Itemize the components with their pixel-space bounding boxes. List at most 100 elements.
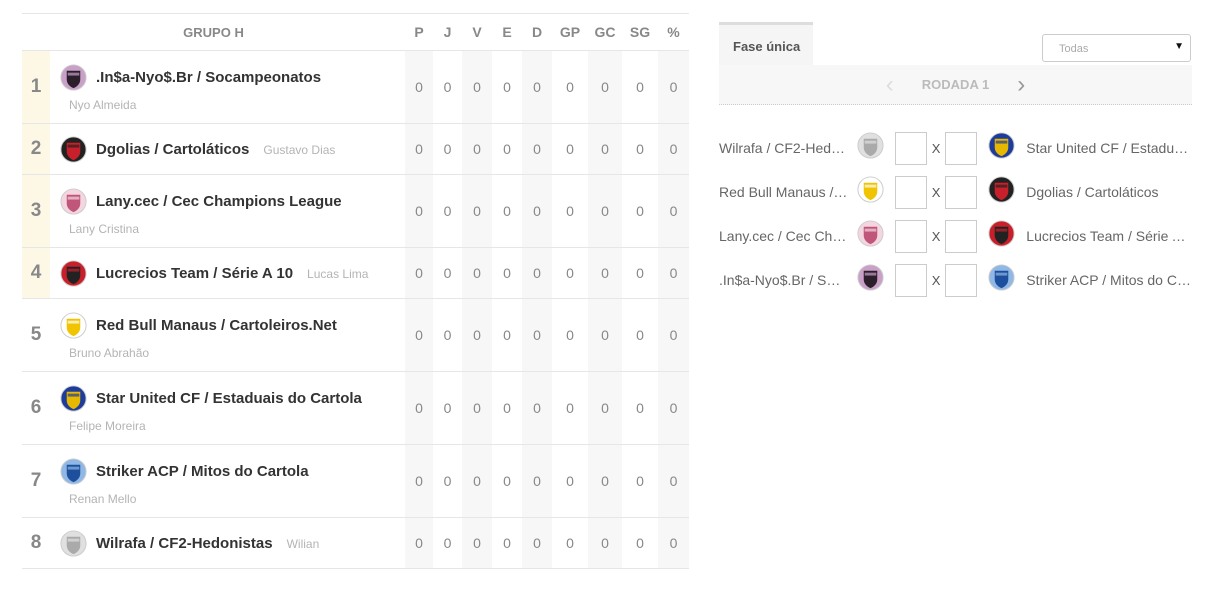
column-header: V xyxy=(472,24,482,40)
away-score-input[interactable] xyxy=(945,219,978,253)
stat-cell: 0 xyxy=(566,265,574,281)
stat-cell: 0 xyxy=(658,299,689,371)
table-row[interactable]: 3 Lany.cec / Cec Champions League Lany Cr… xyxy=(22,175,689,248)
owner-name: Nyo Almeida xyxy=(69,98,137,112)
away-team[interactable]: Lucrecios Team / Série A 10 xyxy=(1026,228,1192,244)
owner-name: Renan Mello xyxy=(69,492,137,506)
stat-cell: 0 xyxy=(522,518,552,568)
versus-separator: X xyxy=(931,184,941,200)
stat-cell: 0 xyxy=(658,445,689,517)
match-row: Red Bull Manaus / Cartoleiros.Net X Dgol… xyxy=(719,170,1192,214)
home-team[interactable]: Lany.cec / Cec Champions League xyxy=(719,228,848,244)
stat-cell: 0 xyxy=(405,518,433,568)
stat-cell: 0 xyxy=(658,51,689,123)
stat-cell: 0 xyxy=(522,248,552,298)
stat-cell: 0 xyxy=(405,124,433,174)
table-row[interactable]: 6 Star United CF / Estaduais do Cartola F… xyxy=(22,372,689,445)
chevron-right-icon[interactable]: › xyxy=(1017,70,1026,98)
stat-cell: 0 xyxy=(462,299,492,371)
stat-cell: 0 xyxy=(588,299,622,371)
team-name[interactable]: Dgolias / Cartoláticos xyxy=(96,141,250,158)
stat-cell: 0 xyxy=(503,265,511,281)
stat-cell: 0 xyxy=(503,203,511,219)
team-crest-icon xyxy=(60,530,87,557)
team-crest-icon xyxy=(60,458,87,485)
team-crest-icon xyxy=(857,264,884,291)
team-name[interactable]: Star United CF / Estaduais do Cartola xyxy=(96,390,362,407)
select-value: Todas xyxy=(1059,43,1089,55)
owner-name: Wilian xyxy=(286,536,320,551)
team-name[interactable]: Wilrafa / CF2-Hedonistas xyxy=(96,535,273,552)
chevron-left-icon[interactable]: ‹ xyxy=(885,70,894,98)
team-name[interactable]: Striker ACP / Mitos do Cartola xyxy=(96,463,309,480)
home-team[interactable]: Wilrafa / CF2-Hedonistas xyxy=(719,140,848,156)
rank: 8 xyxy=(30,532,42,553)
standings-table: GRUPO H P J V E D GP GC SG% 1 .In$a-Nyo$.Br / S… xyxy=(22,13,689,569)
rank: 6 xyxy=(30,397,42,418)
rank: 3 xyxy=(22,175,50,247)
home-score-input[interactable] xyxy=(894,175,927,209)
match-row: Lany.cec / Cec Champions League X Lucrec… xyxy=(719,214,1192,258)
stat-cell: 0 xyxy=(405,445,433,517)
stat-cell: 0 xyxy=(658,175,689,247)
team-name[interactable]: Red Bull Manaus / Cartoleiros.Net xyxy=(96,317,337,334)
match-row: .In$a-Nyo$.Br / Socampeonatos X Striker … xyxy=(719,258,1192,302)
owner-name: Lany Cristina xyxy=(69,222,140,236)
stat-cell: 0 xyxy=(503,535,511,551)
away-score-input[interactable] xyxy=(945,263,978,297)
stat-cell: 0 xyxy=(503,473,511,489)
stat-cell: 0 xyxy=(443,327,452,343)
rank: 2 xyxy=(22,124,50,174)
stat-cell: 0 xyxy=(405,372,433,444)
stat-cell: 0 xyxy=(443,400,452,416)
stat-cell: 0 xyxy=(462,51,492,123)
team-crest-icon xyxy=(988,220,1015,247)
rank: 4 xyxy=(22,248,50,298)
stat-cell: 0 xyxy=(405,175,433,247)
owner-name: Felipe Moreira xyxy=(69,419,146,433)
stat-cell: 0 xyxy=(566,203,574,219)
home-team[interactable]: Red Bull Manaus / Cartoleiros.Net xyxy=(719,184,848,200)
table-header: GRUPO H P J V E D GP GC SG% xyxy=(22,14,689,51)
owner-name: Bruno Abrahão xyxy=(69,346,150,360)
team-name[interactable]: .In$a-Nyo$.Br / Socampeonatos xyxy=(96,69,322,86)
stat-cell: 0 xyxy=(443,265,452,281)
stat-cell: 0 xyxy=(566,400,574,416)
team-name[interactable]: Lucrecios Team / Série A 10 xyxy=(96,265,294,282)
stat-cell: 0 xyxy=(588,248,622,298)
versus-separator: X xyxy=(931,228,941,244)
round-filter-select[interactable]: Todas ▼ xyxy=(1042,34,1191,62)
home-score-input[interactable] xyxy=(894,263,927,297)
tab-fase-unica[interactable]: Fase única xyxy=(719,22,813,65)
away-team[interactable]: Striker ACP / Mitos do Cartola xyxy=(1026,272,1192,288)
home-score-input[interactable] xyxy=(894,219,927,253)
team-crest-icon xyxy=(60,312,87,339)
away-team[interactable]: Dgolias / Cartoláticos xyxy=(1026,184,1159,200)
table-row[interactable]: 4 Lucrecios Team / Série A 10 Lucas Lima … xyxy=(22,248,689,299)
away-score-input[interactable] xyxy=(945,131,978,165)
home-team[interactable]: .In$a-Nyo$.Br / Socampeonatos xyxy=(719,272,848,288)
stat-cell: 0 xyxy=(588,51,622,123)
stat-cell: 0 xyxy=(636,203,644,219)
team-name[interactable]: Lany.cec / Cec Champions League xyxy=(96,193,342,210)
stat-cell: 0 xyxy=(462,248,492,298)
table-row[interactable]: 1 .In$a-Nyo$.Br / Socampeonatos Nyo Almei… xyxy=(22,51,689,124)
rank: 1 xyxy=(22,51,50,123)
away-team[interactable]: Star United CF / Estaduais do Cartola xyxy=(1026,140,1192,156)
away-score-input[interactable] xyxy=(945,175,978,209)
table-row[interactable]: 7 Striker ACP / Mitos do Cartola Renan Me… xyxy=(22,445,689,518)
home-score-input[interactable] xyxy=(894,131,927,165)
table-row[interactable]: 5 Red Bull Manaus / Cartoleiros.Net Bruno… xyxy=(22,299,689,372)
team-crest-icon xyxy=(60,188,87,215)
owner-name: Gustavo Dias xyxy=(263,142,336,157)
stat-cell: 0 xyxy=(588,445,622,517)
stat-cell: 0 xyxy=(636,79,644,95)
round-nav: ‹ RODADA 1 › xyxy=(719,65,1192,105)
versus-separator: X xyxy=(931,272,941,288)
stat-cell: 0 xyxy=(405,299,433,371)
stat-cell: 0 xyxy=(636,265,644,281)
team-crest-icon xyxy=(988,132,1015,159)
team-crest-icon xyxy=(60,260,87,287)
